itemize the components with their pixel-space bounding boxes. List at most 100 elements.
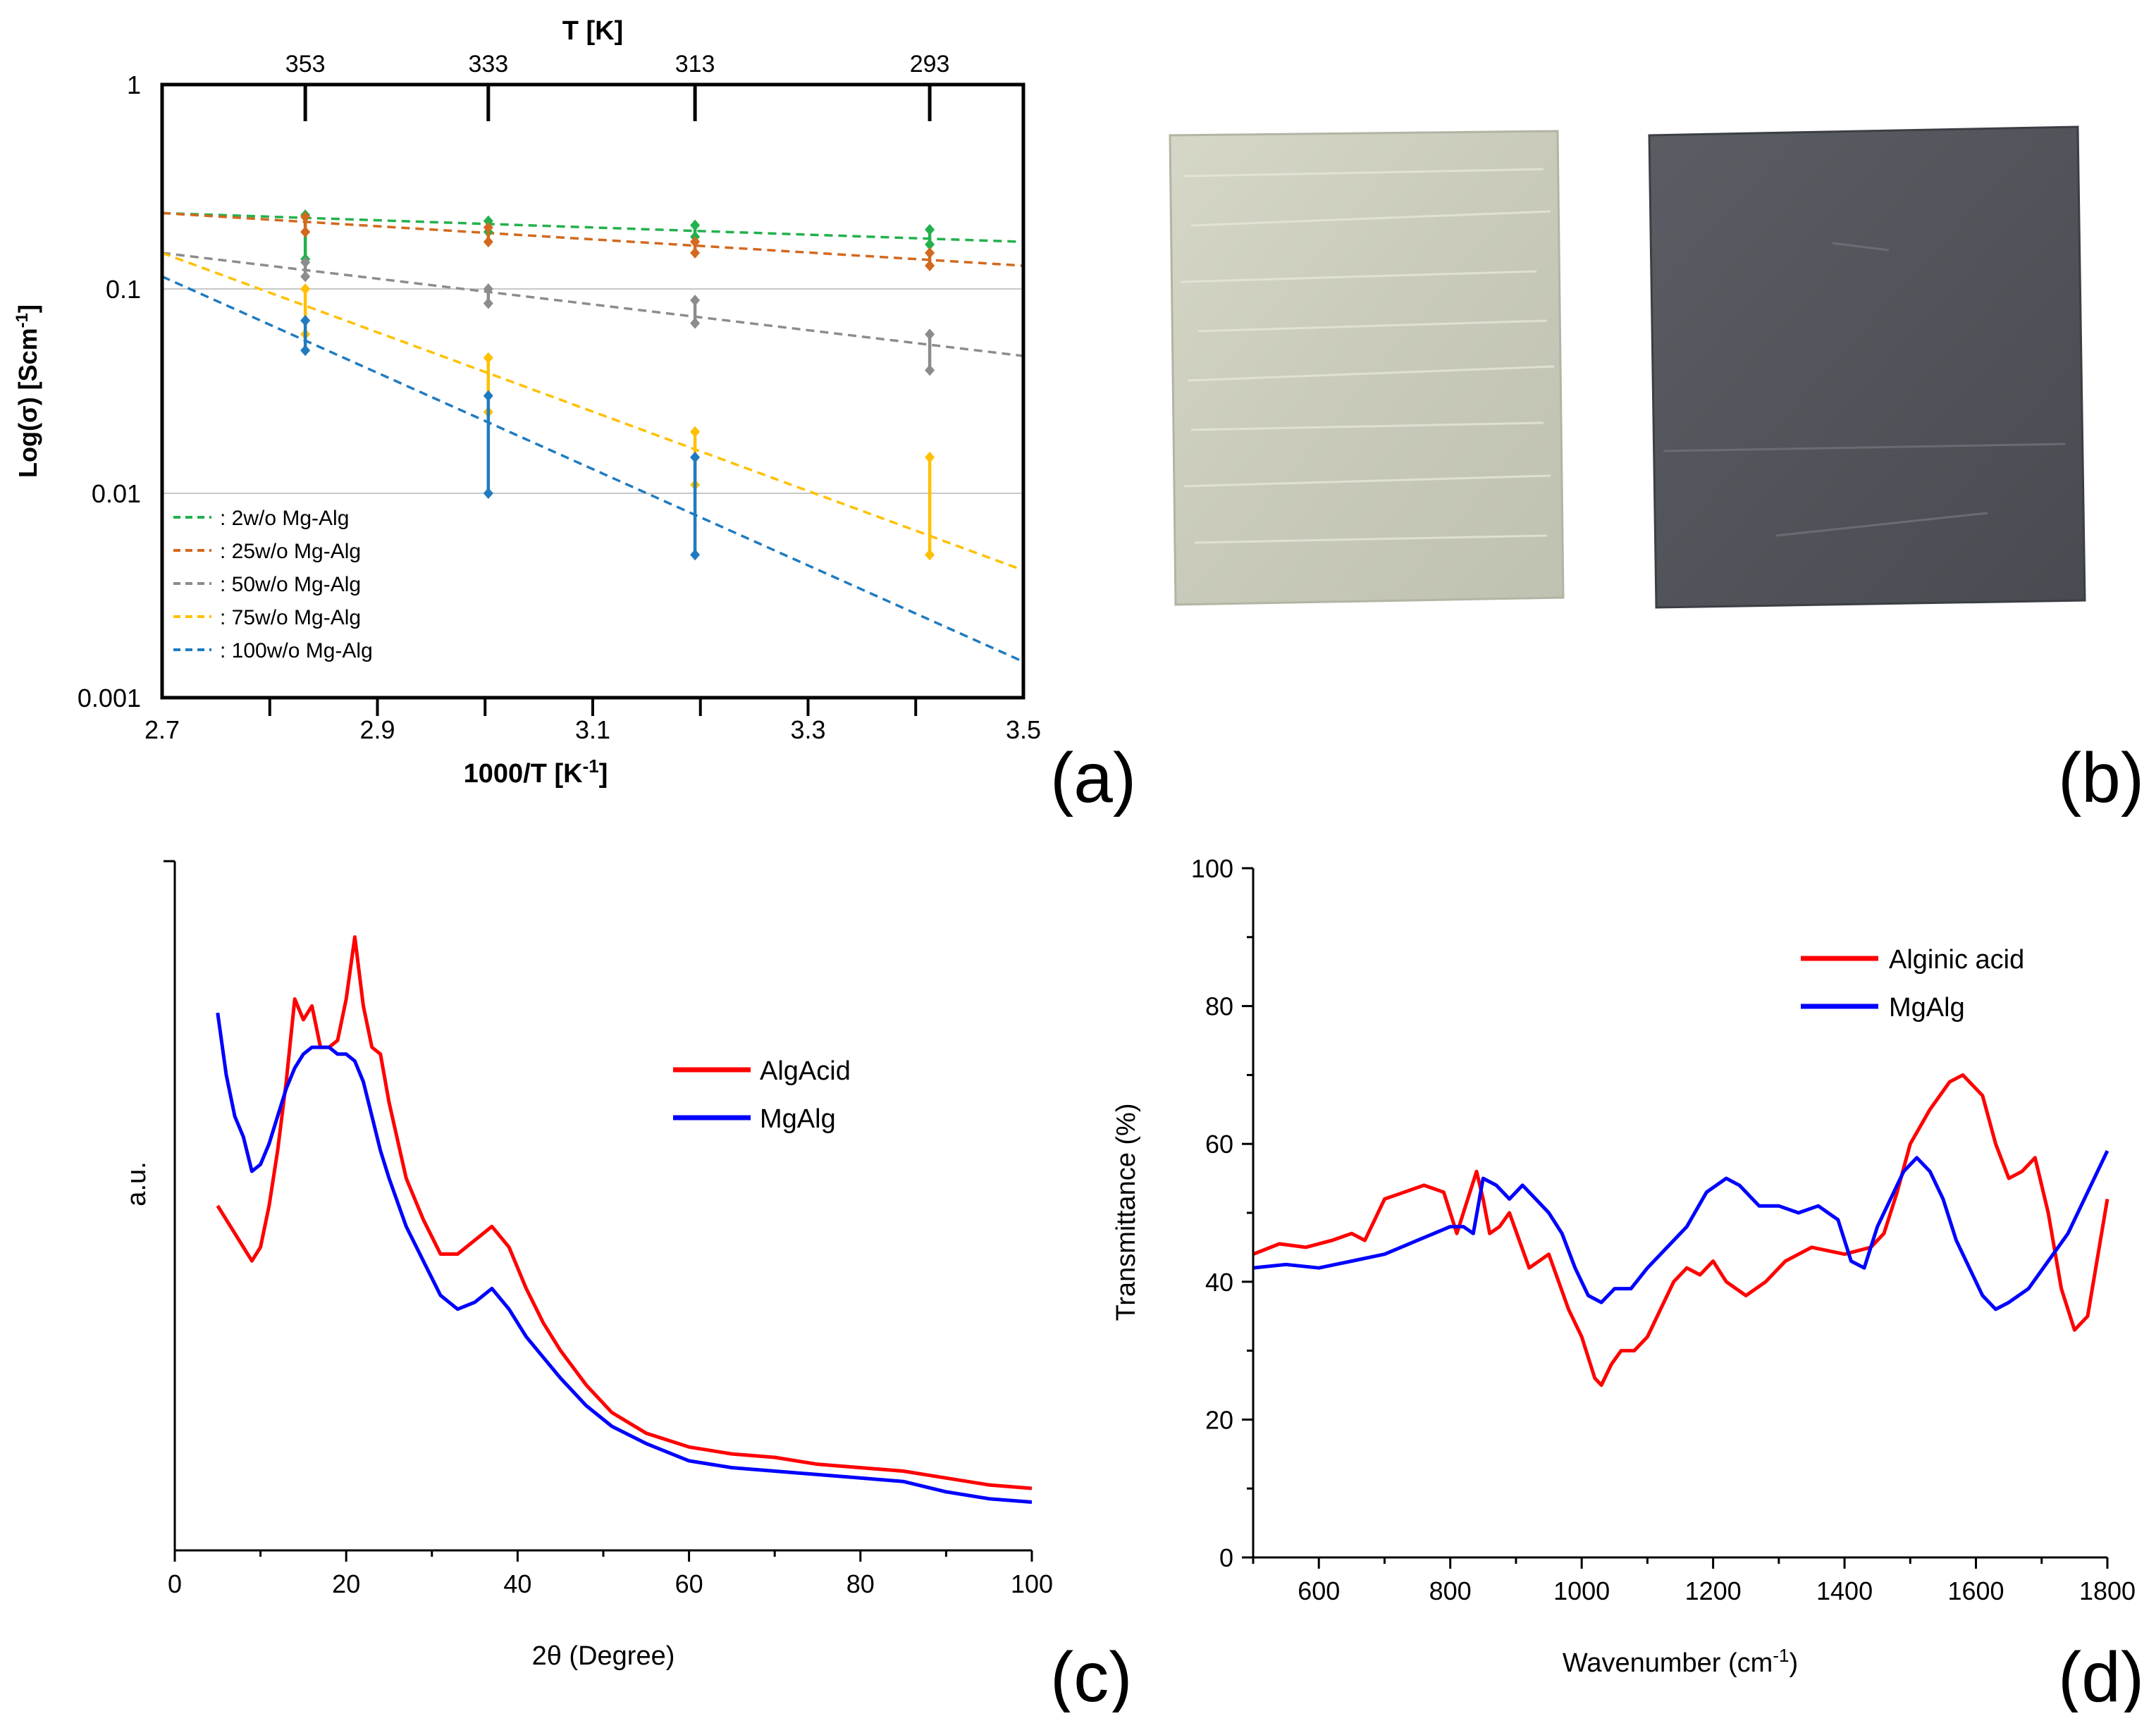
panel-d-x-tick-label: 1600 [1947, 1576, 2004, 1605]
panel-d-series-line [1252, 1149, 2109, 1311]
panel-a-legend-separator: : [220, 507, 232, 530]
panel-a-data-marker [925, 259, 935, 271]
panel-d-y-tick-label: 100 [1191, 854, 1233, 883]
panel-a-gridlines [162, 288, 1023, 494]
panel-label-d: (d) [2058, 1638, 2144, 1712]
panel-a-x-tick-label: 3.5 [1006, 715, 1041, 744]
panel-a-x-tick-label: 2.9 [359, 715, 395, 744]
panel-c-series-lines [216, 935, 1033, 1504]
panel-a-data-points [300, 209, 935, 561]
panel-d-legend-label: Alginic acid [1889, 945, 2024, 975]
panel-c-legend-label: MgAlg [760, 1104, 836, 1134]
panel-a-y-tick-label: 0.1 [106, 275, 141, 304]
panel-a-x-ticks: 2.7 2.9 3.1 3.3 3.5 [144, 698, 1041, 744]
panel-a-data-marker [483, 390, 493, 402]
panel-c-x-axis-label: 2θ (Degree) [532, 1641, 675, 1671]
panel-a-y-tick-label: 0.001 [78, 684, 141, 712]
panel-d-legend-label: MgAlg [1889, 993, 1965, 1023]
film-scratches [1663, 242, 2066, 537]
panel-a-data-marker [483, 283, 493, 295]
panel-d-y-axis-label: Transmittance (%) [1111, 1104, 1141, 1321]
panel-a-x-tick-label: 3.1 [575, 715, 610, 744]
panel-c-legend-label: AlgAcid [760, 1056, 851, 1086]
panel-a-fit-line [161, 211, 1024, 243]
panel-a-chart: 2.7 2.9 3.1 3.3 3.5 1 0.1 0.01 0.001 353 333 313 2… [13, 16, 1041, 789]
panel-a-legend-entry: : 50w/o Mg-Alg [220, 573, 361, 596]
panel-a-top-axis-title: T [K] [562, 16, 624, 46]
panel-a-data-marker [925, 238, 935, 250]
panel-a-data-marker [300, 314, 311, 326]
panel-a-data-marker [690, 549, 701, 561]
panel-d-series-line [1252, 1073, 2109, 1387]
panel-a-data-marker [483, 236, 493, 248]
panel-a-top-tick-label: 293 [910, 51, 950, 78]
panel-a-data-marker [925, 364, 935, 376]
panel-a-top-tick-label: 313 [675, 51, 715, 78]
panel-a-x-axis-label: 1000/T [K-1] [464, 755, 608, 789]
panel-c-x-tick-label: 40 [503, 1569, 531, 1598]
film-sample-alginic-acid [1169, 130, 1565, 606]
panel-a-legend-separator: : [220, 639, 232, 662]
panel-a-data-marker [300, 283, 311, 295]
panel-a-fit-line [161, 211, 1024, 267]
panel-label-b: (b) [2058, 739, 2144, 817]
panel-d-y-tick-label: 60 [1205, 1130, 1233, 1159]
panel-a-data-marker [690, 219, 701, 231]
panel-a-legend-entry: : 2w/o Mg-Alg [220, 507, 349, 530]
panel-a-fit-line [161, 275, 1024, 663]
panel-a-legend-separator: : [220, 540, 232, 563]
panel-a-data-marker [925, 328, 935, 340]
panel-a-y-tick-label: 0.01 [92, 479, 141, 508]
panel-a-data-marker [300, 226, 311, 238]
panel-a-top-tick-label: 333 [468, 51, 508, 78]
panel-d-y-tick-label: 80 [1205, 992, 1233, 1021]
panel-a-legend-label: 50w/o Mg-Alg [232, 573, 361, 596]
panel-a-data-marker [690, 426, 701, 438]
panel-a-fit-line [161, 252, 1024, 572]
panel-d-x-ticks: 600 800 1000 1200 1400 1600 1800 [1252, 1557, 2136, 1605]
panel-a-legend-entry: : 25w/o Mg-Alg [220, 540, 361, 563]
panel-a-data-marker [483, 215, 493, 227]
film-sample-mg-alginate [1648, 125, 2086, 609]
panel-label-a: (a) [1050, 739, 1136, 817]
panel-a-legend-label: 100w/o Mg-Alg [232, 639, 373, 662]
panel-d-x-axis-label: Wavenumber (cm-1) [1563, 1645, 1798, 1678]
panel-c-legend: AlgAcid MgAlg [673, 1056, 851, 1134]
panel-a-x-tick-label: 3.3 [790, 715, 825, 744]
panel-a-data-marker [690, 236, 701, 248]
panel-a-data-marker [690, 451, 701, 463]
panel-a-data-marker [925, 549, 935, 561]
panel-a-data-marker [690, 247, 701, 259]
panel-c-series-line [216, 1012, 1033, 1504]
panel-c-x-tick-label: 20 [332, 1569, 360, 1598]
panel-a-y-tick-label: 1 [127, 70, 141, 99]
panel-a-data-marker [690, 317, 701, 329]
panel-a-legend-separator: : [220, 573, 232, 596]
panel-a-data-marker [925, 247, 935, 259]
panel-a-data-marker [690, 295, 701, 307]
panel-a-legend: : 2w/o Mg-Alg: 25w/o Mg-Alg: 50w/o Mg-Al… [173, 507, 373, 662]
panel-a-data-marker [483, 488, 493, 499]
panel-a-top-ticks: 353 333 313 293 [285, 51, 950, 121]
panel-a-fit-line [161, 252, 1024, 357]
panel-a-data-marker [300, 271, 311, 283]
panel-a-data-marker [483, 297, 493, 309]
panel-d-y-tick-label: 40 [1205, 1268, 1233, 1297]
panel-a-legend-entry: : 75w/o Mg-Alg [220, 606, 361, 629]
panel-a-legend-entry: : 100w/o Mg-Alg [220, 639, 373, 662]
panel-a-x-tick-label: 2.7 [144, 715, 180, 744]
panel-label-c: (c) [1050, 1638, 1133, 1712]
panel-a-data-marker [483, 221, 493, 233]
panel-a-data-marker [300, 257, 311, 268]
panel-d-chart: 600 800 1000 1200 1400 1600 1800 020406080100 … [1111, 854, 2136, 1678]
panel-c-x-tick-label: 60 [675, 1569, 703, 1598]
panel-d-y-ticks: 0 20 40 60 80 100 [1191, 854, 1253, 1572]
panel-a-y-axis-label: Log(σ) [Scm-1] [13, 304, 42, 478]
panel-c-y-axis-label: a.u. [122, 1161, 152, 1206]
panel-c-x-ticks: 0 20 40 60 80 100 [164, 860, 1053, 1598]
panel-a-data-marker [925, 223, 935, 235]
panel-a-legend-label: 25w/o Mg-Alg [232, 540, 361, 563]
panel-c-chart: 0 20 40 60 80 100 2θ (Degree) a.u. AlgAcid MgA… [122, 860, 1053, 1671]
